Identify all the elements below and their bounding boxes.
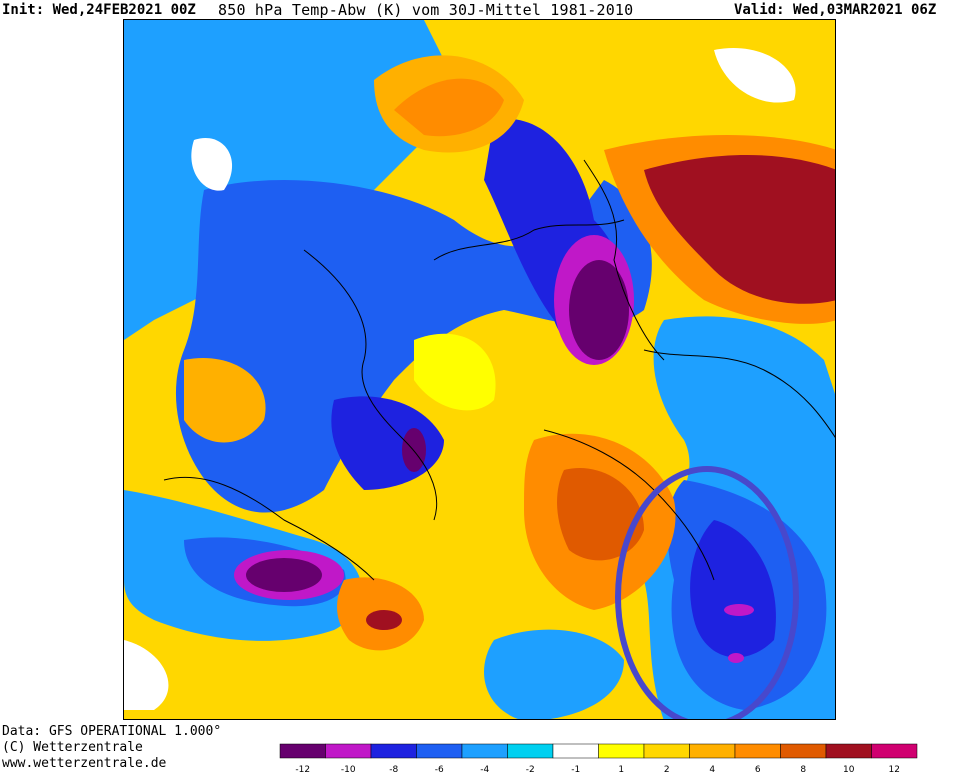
data-source-label: Data: GFS OPERATIONAL 1.000° bbox=[2, 724, 222, 739]
legend-swatch bbox=[734, 743, 781, 759]
legend-label: 8 bbox=[800, 765, 806, 775]
legend-swatch bbox=[780, 743, 827, 759]
map-title: 850 hPa Temp-Abw (K) vom 30J-Mittel 1981… bbox=[218, 1, 634, 19]
legend-swatch bbox=[461, 743, 508, 759]
neutral-regions bbox=[124, 48, 796, 710]
legend-label: -12 bbox=[295, 765, 310, 775]
legend-label: 4 bbox=[709, 765, 715, 775]
legend-label: 2 bbox=[664, 765, 670, 775]
legend-swatch bbox=[507, 743, 554, 759]
legend-swatch bbox=[643, 743, 690, 759]
legend-label: 10 bbox=[843, 765, 855, 775]
legend-label: -10 bbox=[341, 765, 356, 775]
legend-label: 12 bbox=[889, 765, 900, 775]
legend-swatch bbox=[325, 743, 372, 759]
temperature-anomaly-map bbox=[123, 19, 836, 720]
legend-swatch bbox=[598, 743, 645, 759]
copyright-label: (C) Wetterzentrale bbox=[2, 740, 143, 755]
legend-swatch bbox=[825, 743, 872, 759]
website-url[interactable]: www.wetterzentrale.de bbox=[2, 756, 167, 771]
legend-swatch bbox=[871, 743, 918, 759]
map-canvas bbox=[124, 20, 835, 719]
legend-label: 1 bbox=[618, 765, 624, 775]
legend-label: -8 bbox=[389, 765, 398, 775]
legend-swatch bbox=[552, 743, 599, 759]
annotation-ellipse bbox=[615, 466, 799, 719]
warm-anomaly-regions bbox=[184, 55, 835, 651]
legend-label: -2 bbox=[526, 765, 535, 775]
valid-time: Valid: Wed,03MAR2021 06Z bbox=[734, 2, 937, 18]
legend-label: -6 bbox=[435, 765, 444, 775]
legend-label: -1 bbox=[571, 765, 580, 775]
init-time: Init: Wed,24FEB2021 00Z bbox=[2, 2, 196, 18]
legend-label: 6 bbox=[755, 765, 761, 775]
legend-swatch bbox=[689, 743, 736, 759]
legend-label: -4 bbox=[480, 765, 489, 775]
legend-swatch bbox=[279, 743, 326, 759]
legend-swatch bbox=[416, 743, 463, 759]
legend-swatch bbox=[370, 743, 417, 759]
color-legend: -12 -10 -8 -6 -4 -2 -1 1 2 4 6 8 10 12 bbox=[279, 743, 918, 775]
